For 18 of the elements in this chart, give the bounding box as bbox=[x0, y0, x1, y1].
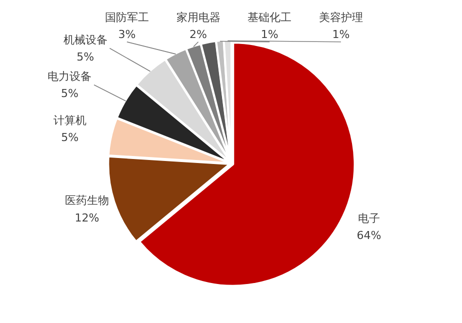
data-label: 1% bbox=[260, 28, 278, 42]
slice-label: 家用电器 bbox=[176, 11, 220, 24]
slice-label: 电力设备 bbox=[48, 70, 92, 83]
data-label: 5% bbox=[61, 131, 79, 144]
data-label: 5% bbox=[76, 50, 94, 64]
slice-label: 国防军工 bbox=[104, 11, 149, 24]
data-label: 1% bbox=[332, 28, 350, 42]
slice-label: 美容护理 bbox=[318, 11, 363, 24]
data-label: 3% bbox=[118, 28, 136, 42]
data-label: 5% bbox=[60, 86, 78, 100]
slice-label: 计算机 bbox=[53, 114, 86, 128]
data-label: 12% bbox=[74, 211, 100, 224]
slice-label: 电子 bbox=[358, 212, 380, 225]
data-label: 64% bbox=[356, 229, 382, 242]
slice-label: 机械设备 bbox=[63, 33, 108, 46]
data-label: 2% bbox=[190, 28, 207, 42]
slice-label: 医药生物 bbox=[64, 194, 109, 208]
slice-label: 基础化工 bbox=[248, 11, 292, 24]
